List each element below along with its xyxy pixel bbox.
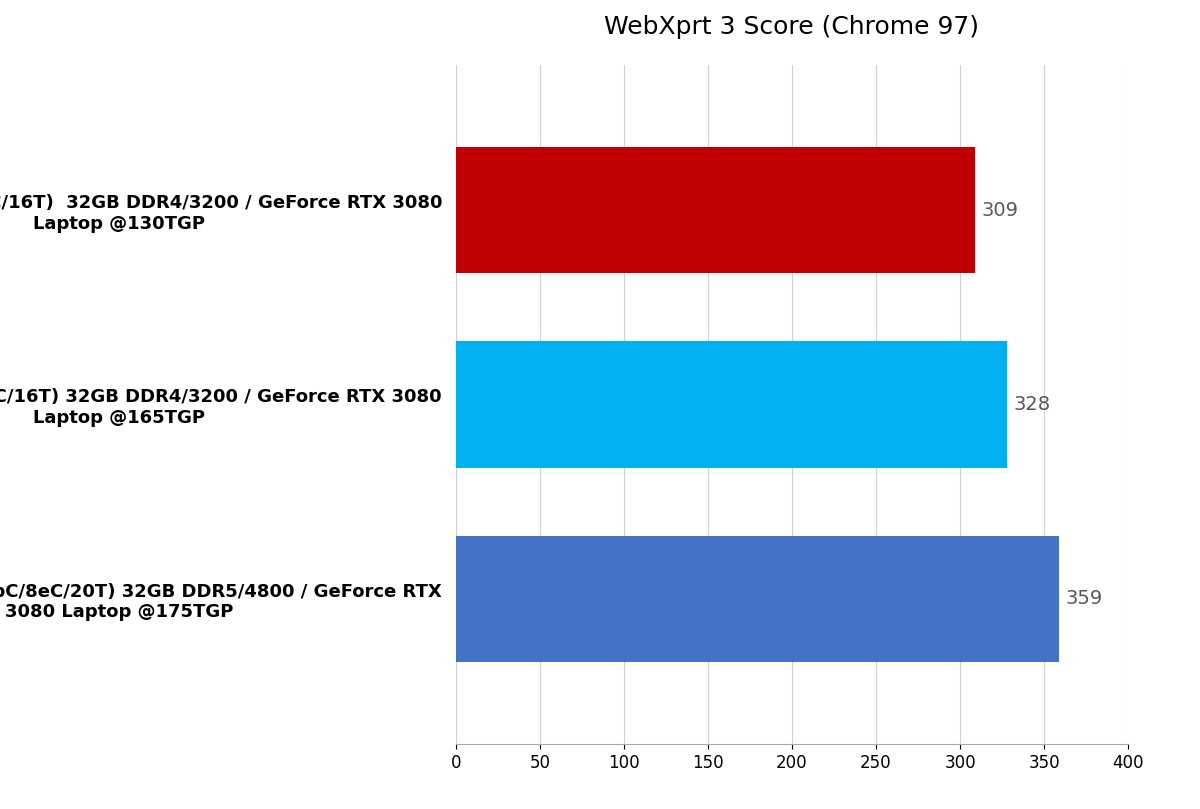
Text: 328: 328 [1014,395,1051,414]
Title: WebXprt 3 Score (Chrome 97): WebXprt 3 Score (Chrome 97) [605,15,979,39]
Text: 309: 309 [982,201,1019,220]
Text: 359: 359 [1066,589,1103,608]
Bar [456,147,976,273]
Bar [456,536,1060,662]
Bar [456,341,1007,468]
